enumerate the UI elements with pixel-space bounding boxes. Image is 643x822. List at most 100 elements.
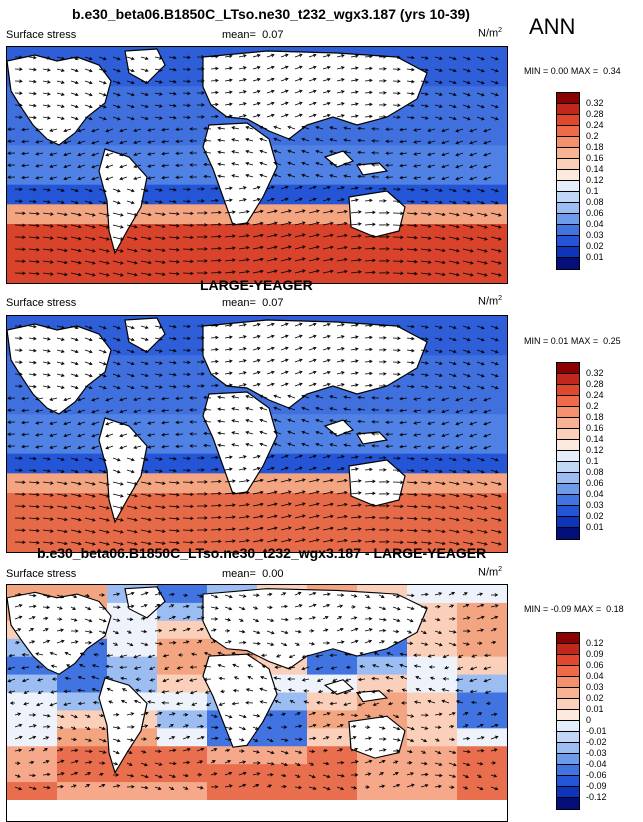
vector-arrow <box>210 102 219 107</box>
vector-arrow <box>406 761 413 765</box>
vector-arrow <box>280 617 289 622</box>
vector-arrow <box>252 502 264 507</box>
vector-arrow <box>14 640 20 645</box>
vector-arrow <box>42 493 54 497</box>
vector-arrow <box>490 260 502 265</box>
vector-arrow <box>154 505 166 509</box>
vector-arrow <box>273 676 282 680</box>
vector-arrow <box>308 711 317 716</box>
field-cell <box>307 165 358 186</box>
vector-arrow <box>168 336 177 341</box>
colorbar-level-label: 0.12 <box>586 175 604 185</box>
vector-arrow <box>161 444 170 449</box>
vector-arrow <box>42 505 54 509</box>
vector-arrow <box>14 103 23 108</box>
vector-arrow <box>98 481 110 486</box>
vector-arrow <box>126 712 135 716</box>
panel-1-minmax: MIN = 0.00 MAX = 0.34 <box>524 66 621 76</box>
vector-arrow <box>140 517 152 522</box>
vector-arrow <box>274 699 282 704</box>
vector-arrow <box>14 712 22 716</box>
vector-arrow <box>406 783 415 788</box>
field-cell <box>407 728 458 748</box>
vector-arrow <box>392 187 401 192</box>
vector-arrow <box>217 150 226 154</box>
field-cell <box>57 692 108 712</box>
vector-arrow <box>455 140 464 145</box>
vector-arrow <box>231 443 240 447</box>
vector-arrow <box>161 163 170 168</box>
vector-arrow <box>140 529 152 534</box>
vector-arrow <box>112 349 121 354</box>
vector-arrow <box>420 200 429 204</box>
vector-arrow <box>98 541 110 546</box>
vector-arrow <box>182 724 189 728</box>
vector-arrow <box>322 454 331 459</box>
vector-arrow <box>135 677 142 681</box>
vector-arrow <box>147 176 156 180</box>
vector-arrow <box>35 409 44 413</box>
vector-arrow <box>252 454 261 459</box>
vector-arrow <box>266 197 275 202</box>
vector-arrow <box>364 639 373 644</box>
max-label: MAX = <box>570 336 599 346</box>
vector-arrow <box>42 469 51 473</box>
vector-arrow <box>434 68 443 72</box>
vector-arrow <box>56 714 65 719</box>
vector-arrow <box>70 784 77 788</box>
field-cell <box>57 434 108 455</box>
vector-arrow <box>357 407 366 412</box>
vector-arrow <box>70 80 79 85</box>
vector-arrow <box>266 784 273 788</box>
vector-arrow <box>476 615 485 620</box>
vector-arrow <box>483 176 492 181</box>
vector-arrow <box>280 642 288 647</box>
vector-arrow <box>63 702 72 706</box>
vector-arrow <box>133 140 142 145</box>
vector-arrow <box>462 337 471 342</box>
vector-arrow <box>266 370 275 375</box>
vector-arrow <box>490 373 499 378</box>
colorbar-swatch <box>557 137 579 148</box>
vector-arrow <box>399 175 408 180</box>
field-cell <box>407 746 458 766</box>
vector-arrow <box>133 409 142 414</box>
vector-arrow <box>287 137 296 142</box>
vector-arrow <box>266 209 278 214</box>
vector-arrow <box>378 384 387 388</box>
vector-arrow <box>420 541 432 545</box>
vector-arrow <box>28 713 37 717</box>
vector-arrow <box>294 113 303 118</box>
vector-arrow <box>238 783 247 788</box>
vector-arrow <box>455 433 464 438</box>
vector-arrow <box>322 786 331 791</box>
vector-arrow <box>280 185 289 190</box>
vector-arrow <box>441 688 450 692</box>
vector-arrow <box>336 371 345 375</box>
vector-arrow <box>364 479 376 484</box>
vector-arrow <box>434 604 441 609</box>
vector-arrow <box>224 114 233 118</box>
vector-arrow <box>203 419 212 424</box>
vector-arrow <box>364 66 373 71</box>
panel-1-title: b.e30_beta06.B1850C_LTso.ne30_t232_wgx3.… <box>72 6 470 22</box>
vector-arrow <box>112 784 121 788</box>
vector-arrow <box>322 490 334 495</box>
field-cell <box>157 66 208 88</box>
vector-arrow <box>70 260 82 265</box>
vector-arrow <box>252 185 261 190</box>
units-text: N/m <box>478 27 499 40</box>
vector-arrow <box>140 629 148 634</box>
vector-arrow <box>364 725 371 729</box>
vector-arrow <box>140 750 147 754</box>
vector-arrow <box>399 444 408 449</box>
vector-arrow <box>112 457 121 462</box>
vector-arrow <box>448 591 456 596</box>
vector-arrow <box>434 630 443 635</box>
vector-arrow <box>70 248 82 253</box>
colorbar-level-label: 0.01 <box>586 704 604 714</box>
vector-arrow <box>35 152 44 156</box>
vector-arrow <box>191 652 198 656</box>
vector-arrow <box>224 66 233 70</box>
vector-arrow <box>434 260 446 265</box>
